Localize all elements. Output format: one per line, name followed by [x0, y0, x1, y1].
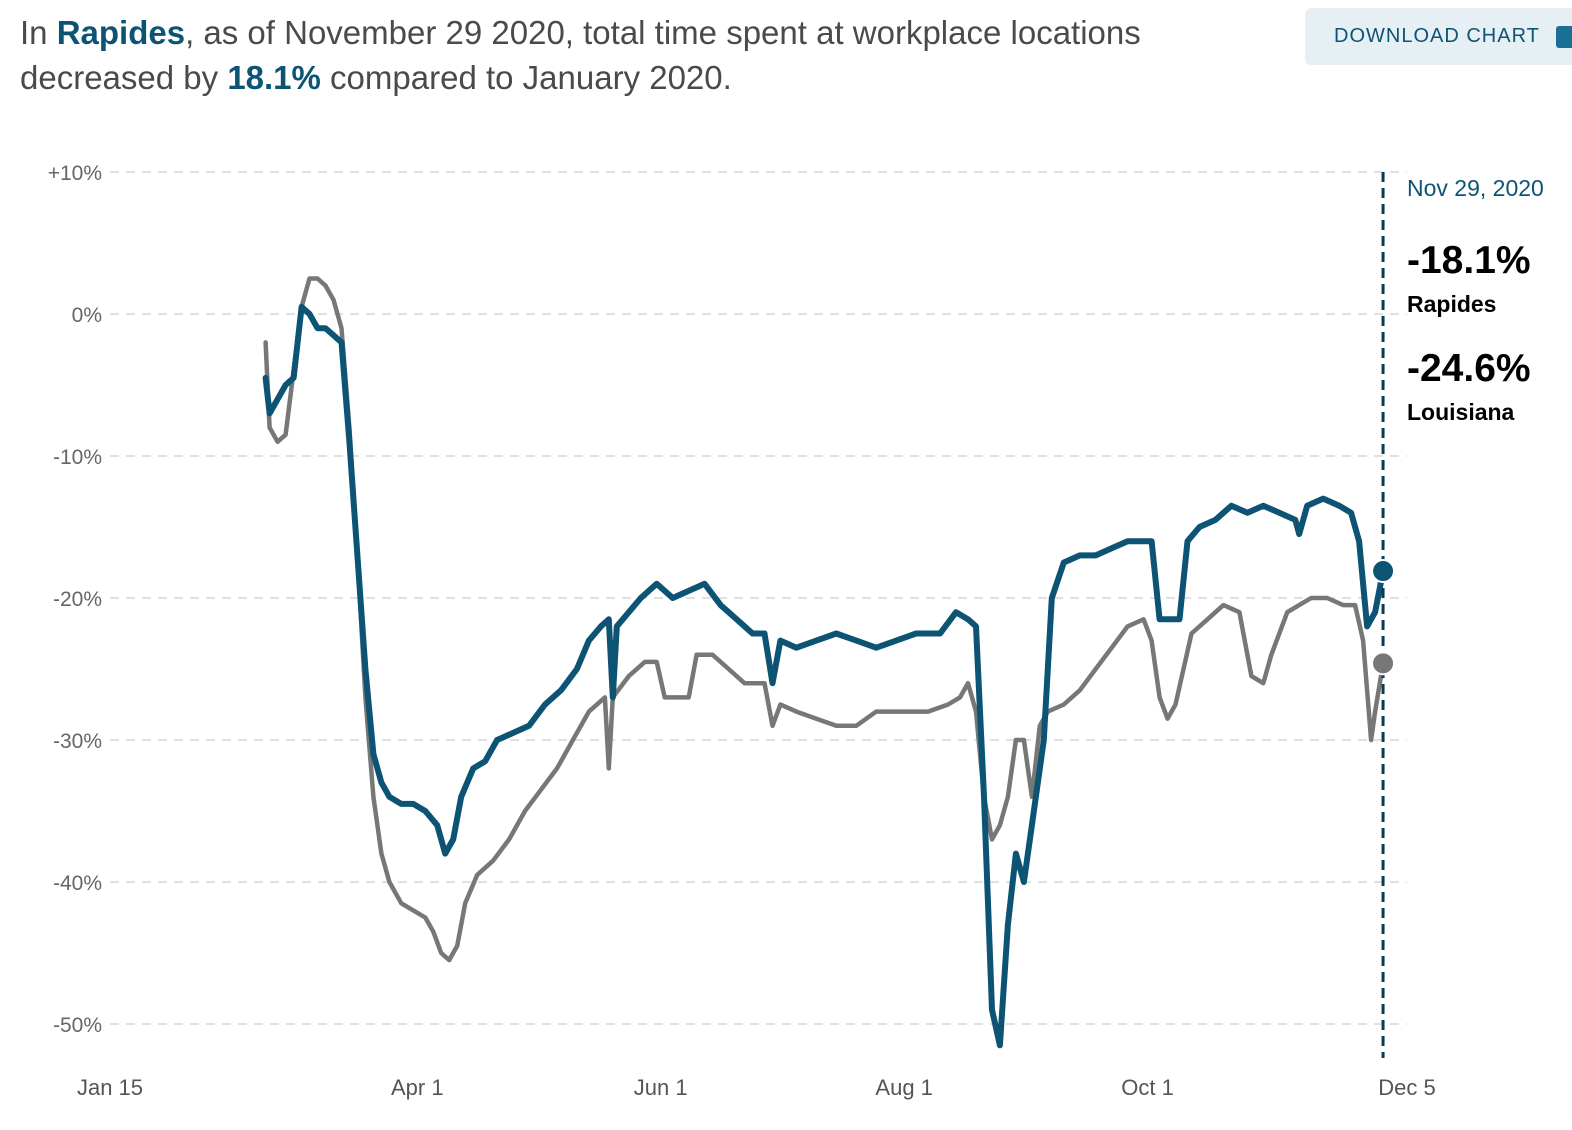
series-markers [1371, 559, 1396, 676]
headline-location: Rapides [56, 14, 186, 51]
download-chart-label: DOWNLOAD CHART [1334, 25, 1540, 47]
x-tick-label: Dec 5 [1378, 1075, 1435, 1100]
y-tick-label: -10% [53, 446, 102, 469]
series-lines [262, 276, 1387, 1049]
headline-prefix: In [20, 14, 57, 51]
series-line-rapides [262, 303, 1387, 1049]
tooltip-name-louisiana: Louisiana [1407, 399, 1515, 425]
chart-icon [1555, 25, 1572, 48]
y-tick-label: -50% [53, 1014, 102, 1037]
x-axis: Jan 15 Apr 1 Jun 1 Aug 1 Oct 1 Dec 5 [77, 1075, 1436, 1100]
y-tick-label: -40% [53, 872, 102, 895]
x-tick-label: Apr 1 [391, 1075, 444, 1100]
y-tick-label: +10% [48, 162, 102, 185]
headline-value: 18.1% [227, 59, 321, 96]
headline-suffix: compared to January 2020. [320, 59, 732, 96]
y-tick-label: 0% [72, 304, 102, 327]
x-tick-label: Jun 1 [634, 1075, 688, 1100]
download-chart-button[interactable]: DOWNLOAD CHART [1305, 8, 1572, 65]
tooltip-value-rapides: -18.1% [1407, 239, 1531, 282]
tooltip-date: Nov 29, 2020 [1407, 175, 1544, 201]
y-tick-label: -30% [53, 730, 102, 753]
x-tick-label: Aug 1 [875, 1075, 933, 1100]
headline-middle: , as of November 29 2020, total time spe… [20, 14, 1141, 96]
x-tick-label: Oct 1 [1121, 1075, 1174, 1100]
headline: In Rapides, as of November 29 2020, tota… [20, 10, 1260, 100]
tooltip-name-rapides: Rapides [1407, 291, 1496, 317]
y-tick-label: -20% [53, 588, 102, 611]
series-line-louisiana [263, 276, 1386, 963]
marker-louisiana [1371, 651, 1396, 676]
marker-rapides [1371, 559, 1396, 584]
x-tick-label: Jan 15 [77, 1075, 143, 1100]
y-axis: +10% 0% -10% -20% -30% -40% -50% [48, 162, 102, 1037]
grid-lines [110, 171, 1407, 1025]
tooltip-value-louisiana: -24.6% [1407, 347, 1531, 390]
